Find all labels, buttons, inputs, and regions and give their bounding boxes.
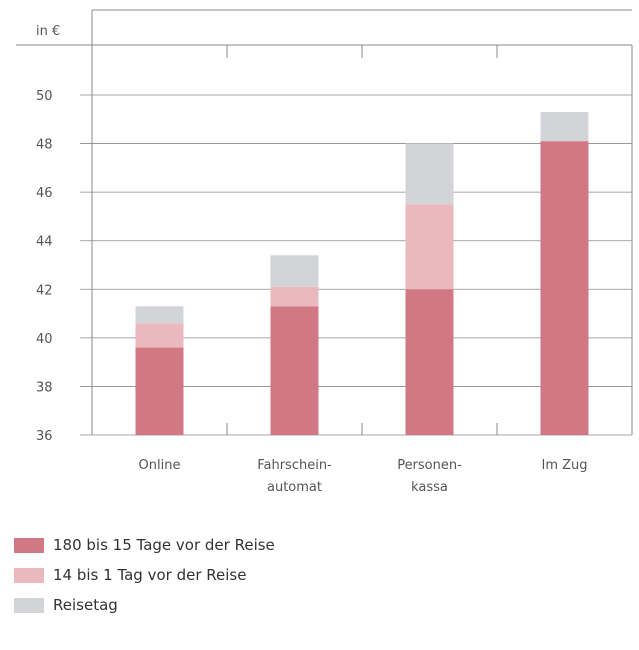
bar-segment-mid — [135, 323, 184, 348]
x-tick-label-line: automat — [267, 480, 322, 495]
legend-swatch-early — [14, 537, 44, 553]
bar-segment-dayof — [540, 112, 589, 142]
bar-segment-mid — [405, 204, 454, 290]
unit-label: in € — [36, 24, 60, 39]
legend-swatch-mid — [14, 567, 44, 583]
y-tick-label: 36 — [36, 429, 53, 444]
x-tick-label: Online — [139, 458, 181, 473]
x-tick-label: Fahrschein-automat — [257, 458, 332, 495]
y-tick-label: 38 — [36, 380, 53, 395]
bar-segment-dayof — [270, 255, 319, 287]
x-tick-label: Personen-kassa — [397, 458, 462, 495]
bar-segment-dayof — [135, 306, 184, 324]
y-tick-label: 50 — [36, 89, 53, 104]
bar-segment-early — [540, 141, 589, 435]
bar-segment-early — [405, 289, 454, 435]
bar-segment-early — [135, 347, 184, 435]
x-tick-label-line: Im Zug — [541, 458, 587, 473]
y-tick-label: 48 — [36, 138, 53, 153]
legend-swatch-dayof — [14, 597, 44, 613]
y-tick-label: 46 — [36, 186, 53, 201]
x-tick-label-line: kassa — [411, 480, 448, 495]
y-tick-label: 44 — [36, 235, 53, 250]
x-tick-label-line: Fahrschein- — [257, 458, 332, 473]
legend-item-early: 180 bis 15 Tage vor der Reise — [14, 534, 275, 556]
legend-label-dayof: Reisetag — [53, 596, 118, 614]
x-tick-label: Im Zug — [541, 458, 587, 473]
legend-item-dayof: Reisetag — [14, 594, 275, 616]
y-tick-label: 42 — [36, 283, 53, 298]
bar-segment-early — [270, 306, 319, 435]
x-tick-label-line: Online — [139, 458, 181, 473]
y-tick-label: 40 — [36, 332, 53, 347]
bar-segment-dayof — [405, 143, 454, 205]
legend-label-early: 180 bis 15 Tage vor der Reise — [53, 536, 275, 554]
stacked-bar-chart: in € 36 38 40 42 44 46 48 50 Online Fahrschein-au… — [16, 9, 633, 495]
chart-plot-area: 36 38 40 42 44 46 48 50 Online Fahrschein-automat… — [16, 9, 633, 495]
bar-segment-mid — [270, 286, 319, 307]
chart-legend: 180 bis 15 Tage vor der Reise 14 bis 1 T… — [14, 534, 275, 624]
x-tick-label-line: Personen- — [397, 458, 462, 473]
legend-item-mid: 14 bis 1 Tag vor der Reise — [14, 564, 275, 586]
legend-label-mid: 14 bis 1 Tag vor der Reise — [53, 566, 247, 584]
